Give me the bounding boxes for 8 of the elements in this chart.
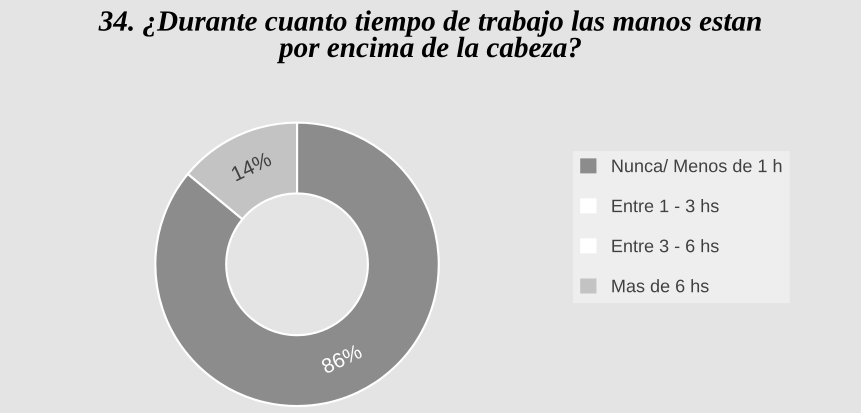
- legend-label: Nunca/ Menos de 1 h: [612, 158, 782, 172]
- legend-label: Entre 3 - 6 hs: [612, 239, 719, 252]
- chart-title: 34. ¿Durante cuanto tiempo de trabajo las manos estan por encima de la cabeza?: [98, 10, 761, 64]
- legend-label: Mas de 6 hs: [612, 279, 709, 292]
- donut-slice: [154, 122, 440, 408]
- data-label: 14%: [230, 151, 272, 182]
- data-label: 86%: [320, 344, 363, 374]
- legend-label: Entre 1 - 3 hs: [612, 199, 719, 212]
